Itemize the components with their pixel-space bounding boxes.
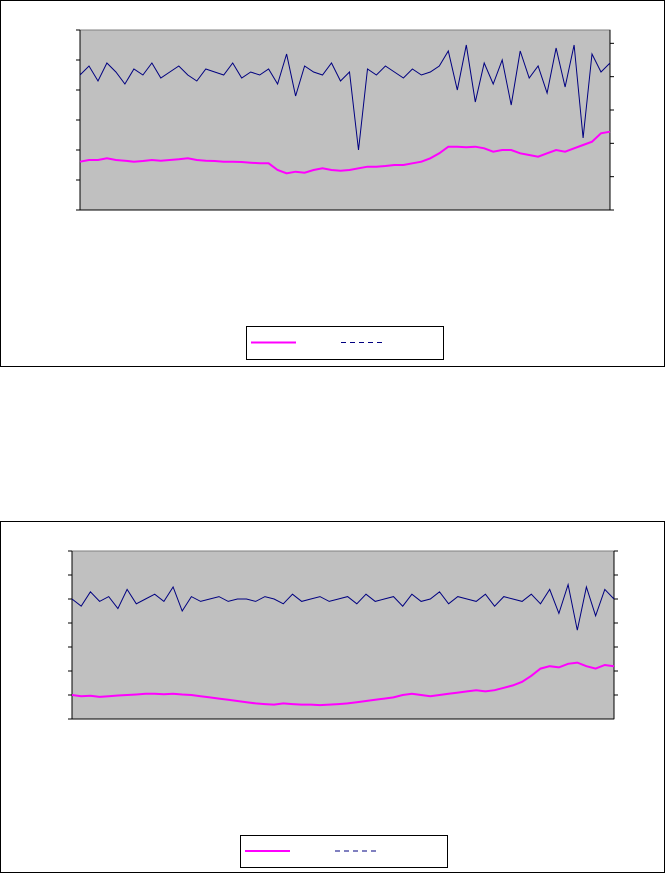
plot-area — [71, 550, 615, 720]
series-line — [79, 44, 611, 151]
series-line — [71, 661, 615, 707]
series-line — [71, 582, 615, 631]
series-line — [79, 130, 611, 175]
plot-area — [79, 29, 611, 211]
